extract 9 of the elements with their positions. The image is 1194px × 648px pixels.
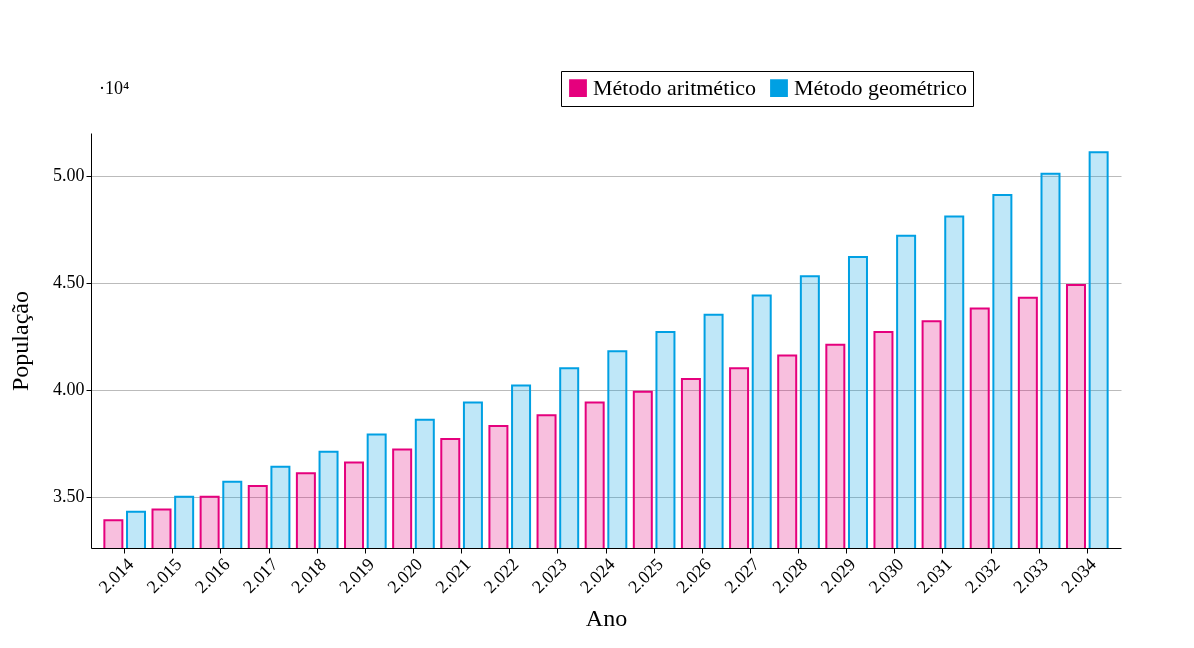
y-axis-title: População <box>7 291 33 391</box>
legend-label: Método aritmético <box>593 75 757 101</box>
legend-label: Método geométrico <box>794 75 967 101</box>
y-tick-label: 3.50 <box>53 486 85 507</box>
y-tick-label: 4.50 <box>53 272 85 293</box>
x-axis-title: Ano <box>585 604 628 631</box>
y-tick-label: 5.00 <box>53 165 85 186</box>
y-tick-label: 4.00 <box>53 379 85 400</box>
text: ·10⁴ <box>99 78 130 98</box>
